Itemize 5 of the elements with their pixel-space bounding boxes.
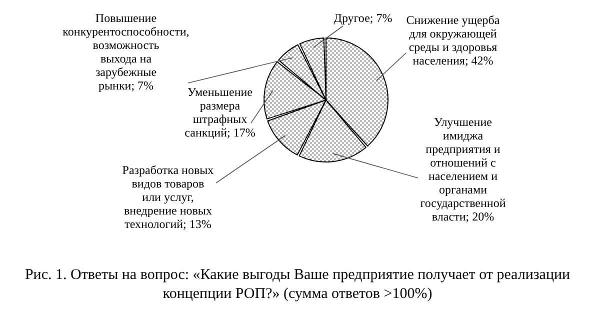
slice-label: Улучшение имиджа предприятия и отношений с населением и органами государственной власти; 20% — [420, 115, 506, 224]
slice-label: Разработка новых видов товаров или услуг, внедрение новых технологий; 13% — [122, 163, 214, 231]
text: Рис. 1. Ответы на вопрос: «Какие выгоды Ваше предприятие получает от реализации концепции РОП?» (сумма ответов >100%) — [24, 266, 572, 304]
slice-label: Другое; 7% — [334, 11, 392, 25]
slice-label: Снижение ущерба для окружающей среды и здоровья населения; 42% — [406, 13, 500, 68]
